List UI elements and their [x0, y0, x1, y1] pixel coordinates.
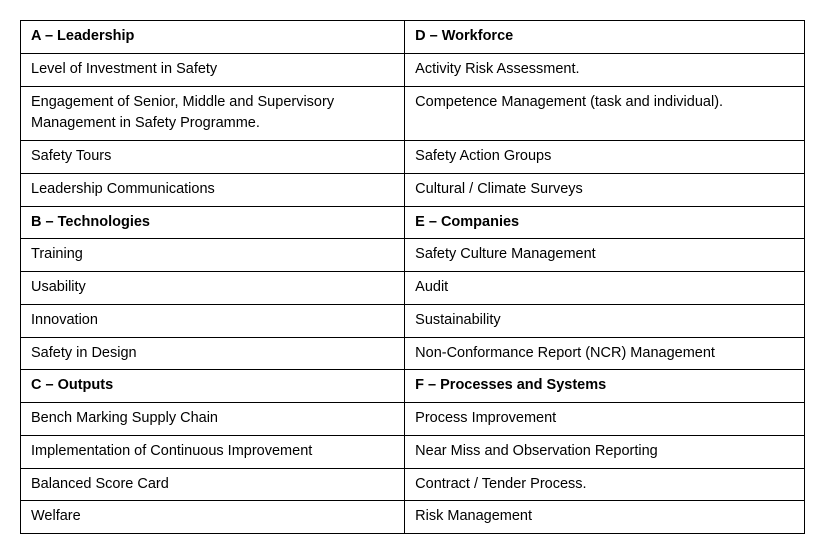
cell-right: Activity Risk Assessment.	[405, 53, 805, 86]
table-row: Safety Tours Safety Action Groups	[21, 141, 805, 174]
cell-left: Bench Marking Supply Chain	[21, 403, 405, 436]
table-row: Safety in Design Non-Conformance Report …	[21, 337, 805, 370]
cell-right: Competence Management (task and individu…	[405, 86, 805, 141]
safety-framework-table: A – Leadership D – Workforce Level of In…	[20, 20, 805, 534]
cell-right: Sustainability	[405, 304, 805, 337]
cell-left: Usability	[21, 272, 405, 305]
cell-left: Innovation	[21, 304, 405, 337]
table-row: C – Outputs F – Processes and Systems	[21, 370, 805, 403]
table-row: Bench Marking Supply Chain Process Impro…	[21, 403, 805, 436]
cell-right: Risk Management	[405, 501, 805, 534]
section-header-a: A – Leadership	[21, 21, 405, 54]
cell-right: Near Miss and Observation Reporting	[405, 435, 805, 468]
table-row: Engagement of Senior, Middle and Supervi…	[21, 86, 805, 141]
cell-left: Welfare	[21, 501, 405, 534]
table-row: B – Technologies E – Companies	[21, 206, 805, 239]
cell-right: Contract / Tender Process.	[405, 468, 805, 501]
cell-right: Safety Action Groups	[405, 141, 805, 174]
cell-right: Cultural / Climate Surveys	[405, 173, 805, 206]
cell-right: Non-Conformance Report (NCR) Management	[405, 337, 805, 370]
cell-left: Leadership Communications	[21, 173, 405, 206]
section-header-c: C – Outputs	[21, 370, 405, 403]
cell-left: Safety in Design	[21, 337, 405, 370]
section-header-d: D – Workforce	[405, 21, 805, 54]
section-header-f: F – Processes and Systems	[405, 370, 805, 403]
cell-left: Implementation of Continuous Improvement	[21, 435, 405, 468]
cell-left: Level of Investment in Safety	[21, 53, 405, 86]
table-row: Welfare Risk Management	[21, 501, 805, 534]
table-body: A – Leadership D – Workforce Level of In…	[21, 21, 805, 534]
table-row: Innovation Sustainability	[21, 304, 805, 337]
table-row: Leadership Communications Cultural / Cli…	[21, 173, 805, 206]
table-row: Implementation of Continuous Improvement…	[21, 435, 805, 468]
cell-left: Training	[21, 239, 405, 272]
table-row: A – Leadership D – Workforce	[21, 21, 805, 54]
cell-right: Safety Culture Management	[405, 239, 805, 272]
cell-right: Process Improvement	[405, 403, 805, 436]
section-header-b: B – Technologies	[21, 206, 405, 239]
table-row: Usability Audit	[21, 272, 805, 305]
section-header-e: E – Companies	[405, 206, 805, 239]
table-row: Training Safety Culture Management	[21, 239, 805, 272]
table-row: Balanced Score Card Contract / Tender Pr…	[21, 468, 805, 501]
cell-left: Engagement of Senior, Middle and Supervi…	[21, 86, 405, 141]
cell-left: Balanced Score Card	[21, 468, 405, 501]
table-row: Level of Investment in Safety Activity R…	[21, 53, 805, 86]
cell-left: Safety Tours	[21, 141, 405, 174]
cell-right: Audit	[405, 272, 805, 305]
